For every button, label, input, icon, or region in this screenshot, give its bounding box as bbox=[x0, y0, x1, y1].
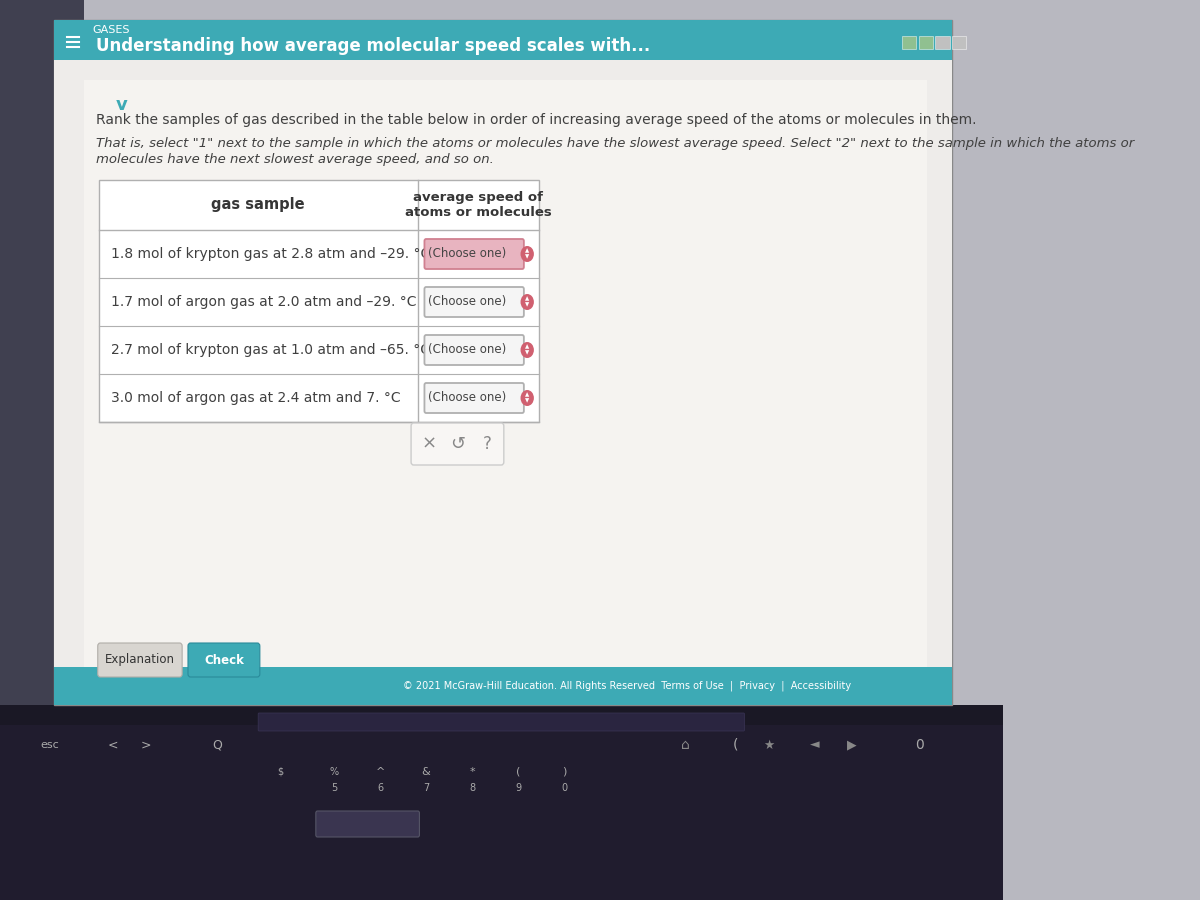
Text: ★: ★ bbox=[763, 739, 774, 752]
Text: $: $ bbox=[277, 767, 283, 777]
Text: 8: 8 bbox=[469, 783, 475, 793]
Text: v: v bbox=[115, 96, 127, 114]
Text: ▲: ▲ bbox=[526, 248, 529, 254]
Text: ◄: ◄ bbox=[810, 739, 820, 752]
Text: ^: ^ bbox=[376, 767, 385, 777]
Text: ▶: ▶ bbox=[847, 739, 857, 752]
Text: 1.7 mol of argon gas at 2.0 atm and –29. °C: 1.7 mol of argon gas at 2.0 atm and –29.… bbox=[112, 295, 416, 309]
FancyBboxPatch shape bbox=[54, 667, 953, 705]
Text: That is, select "1" next to the sample in which the atoms or molecules have the : That is, select "1" next to the sample i… bbox=[96, 137, 1134, 149]
FancyBboxPatch shape bbox=[84, 80, 928, 690]
Text: 1.8 mol of krypton gas at 2.8 atm and –29. °C: 1.8 mol of krypton gas at 2.8 atm and –2… bbox=[112, 247, 431, 261]
Text: ?: ? bbox=[482, 435, 492, 453]
Text: Q: Q bbox=[212, 739, 222, 752]
Polygon shape bbox=[0, 0, 84, 900]
FancyBboxPatch shape bbox=[54, 60, 953, 705]
Text: gas sample: gas sample bbox=[211, 197, 305, 212]
FancyBboxPatch shape bbox=[919, 35, 932, 49]
Text: GASES: GASES bbox=[92, 25, 130, 35]
FancyBboxPatch shape bbox=[935, 35, 949, 49]
Text: (: ( bbox=[516, 767, 521, 777]
Circle shape bbox=[521, 342, 534, 358]
Text: 7: 7 bbox=[422, 783, 430, 793]
FancyBboxPatch shape bbox=[0, 725, 1003, 900]
Text: ): ) bbox=[562, 767, 566, 777]
FancyBboxPatch shape bbox=[258, 713, 744, 731]
Text: ▼: ▼ bbox=[526, 350, 529, 356]
FancyBboxPatch shape bbox=[425, 383, 524, 413]
Text: (Choose one): (Choose one) bbox=[428, 344, 506, 356]
Text: ▲: ▲ bbox=[526, 345, 529, 349]
FancyBboxPatch shape bbox=[188, 643, 260, 677]
Text: molecules have the next slowest average speed, and so on.: molecules have the next slowest average … bbox=[96, 154, 494, 166]
Text: (Choose one): (Choose one) bbox=[428, 295, 506, 309]
Text: ▼: ▼ bbox=[526, 302, 529, 308]
Text: Rank the samples of gas described in the table below in order of increasing aver: Rank the samples of gas described in the… bbox=[96, 113, 977, 127]
Text: © 2021 McGraw-Hill Education. All Rights Reserved  Terms of Use  |  Privacy  |  : © 2021 McGraw-Hill Education. All Rights… bbox=[402, 680, 851, 691]
Text: 5: 5 bbox=[331, 783, 337, 793]
Text: ▲: ▲ bbox=[526, 296, 529, 302]
Text: 0: 0 bbox=[914, 738, 924, 752]
FancyBboxPatch shape bbox=[425, 287, 524, 317]
FancyBboxPatch shape bbox=[952, 35, 966, 49]
Text: ▲: ▲ bbox=[526, 392, 529, 398]
Text: average speed of: average speed of bbox=[413, 192, 544, 204]
FancyBboxPatch shape bbox=[54, 20, 953, 60]
Text: (: ( bbox=[732, 738, 738, 752]
FancyBboxPatch shape bbox=[425, 239, 524, 269]
Text: atoms or molecules: atoms or molecules bbox=[404, 206, 552, 220]
Text: esc: esc bbox=[41, 740, 60, 750]
Text: %: % bbox=[330, 767, 338, 777]
Text: 2.7 mol of krypton gas at 1.0 atm and –65. °C: 2.7 mol of krypton gas at 1.0 atm and –6… bbox=[112, 343, 430, 357]
Text: <: < bbox=[108, 739, 118, 752]
FancyBboxPatch shape bbox=[54, 20, 953, 705]
Text: &: & bbox=[421, 767, 431, 777]
Text: >: > bbox=[140, 739, 151, 752]
Text: *: * bbox=[469, 767, 475, 777]
Text: Check: Check bbox=[204, 653, 244, 667]
Circle shape bbox=[521, 246, 534, 262]
Text: 6: 6 bbox=[377, 783, 383, 793]
FancyBboxPatch shape bbox=[902, 35, 916, 49]
Text: ↺: ↺ bbox=[450, 435, 466, 453]
Text: ⌂: ⌂ bbox=[680, 738, 690, 752]
Text: Explanation: Explanation bbox=[104, 653, 174, 667]
FancyBboxPatch shape bbox=[316, 811, 420, 837]
Text: ×: × bbox=[421, 435, 436, 453]
Circle shape bbox=[521, 294, 534, 310]
FancyBboxPatch shape bbox=[98, 180, 539, 422]
Text: 9: 9 bbox=[515, 783, 521, 793]
FancyBboxPatch shape bbox=[425, 335, 524, 365]
FancyBboxPatch shape bbox=[97, 643, 182, 677]
Circle shape bbox=[521, 390, 534, 406]
FancyBboxPatch shape bbox=[0, 705, 1003, 900]
Text: 0: 0 bbox=[560, 783, 568, 793]
Text: Understanding how average molecular speed scales with...: Understanding how average molecular spee… bbox=[96, 37, 650, 55]
Text: (Choose one): (Choose one) bbox=[428, 392, 506, 404]
FancyBboxPatch shape bbox=[412, 423, 504, 465]
Text: (Choose one): (Choose one) bbox=[428, 248, 506, 260]
Text: ▼: ▼ bbox=[526, 255, 529, 259]
Text: ▼: ▼ bbox=[526, 399, 529, 403]
Text: 3.0 mol of argon gas at 2.4 atm and 7. °C: 3.0 mol of argon gas at 2.4 atm and 7. °… bbox=[112, 391, 401, 405]
